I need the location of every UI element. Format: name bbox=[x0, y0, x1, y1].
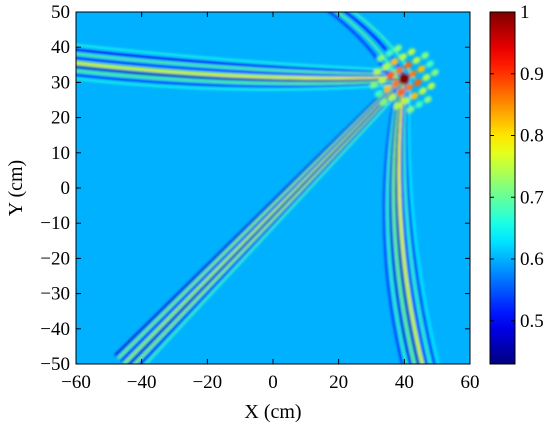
x-tick-label: −20 bbox=[192, 372, 222, 393]
y-tick-label: 30 bbox=[51, 72, 70, 93]
focus-lattice-spot bbox=[378, 76, 387, 84]
focus-lattice-spot bbox=[418, 87, 427, 95]
focus-lattice-spot bbox=[399, 53, 407, 61]
diagonal-band-stripe bbox=[114, 74, 403, 357]
upper-arc-stripe bbox=[76, 43, 405, 72]
focus-lattice-spot bbox=[430, 68, 439, 77]
heatmap-features bbox=[76, 12, 440, 364]
focus-lattice-spot bbox=[383, 85, 392, 93]
upper-arc-stripe bbox=[76, 69, 405, 85]
focus-lattice-spot bbox=[405, 83, 414, 92]
focus-lattice-spot bbox=[426, 60, 434, 68]
diagonal-band-stripe bbox=[144, 81, 410, 364]
diagonal-band-stripe bbox=[123, 77, 406, 364]
x-axis-title: X (cm) bbox=[244, 401, 301, 423]
upper-arc-stripe bbox=[76, 56, 405, 77]
right-arc-stripe bbox=[397, 72, 424, 364]
focus-lattice-spot bbox=[381, 63, 390, 71]
focus-spot bbox=[398, 73, 410, 85]
focus-lattice-spot bbox=[374, 90, 383, 98]
right-arc-stripe bbox=[386, 72, 408, 364]
diagonal-band-stripe bbox=[138, 80, 409, 364]
focus-lattice-spot bbox=[388, 93, 397, 101]
x-tick-label: −40 bbox=[127, 372, 157, 393]
focus-lattice-spot bbox=[376, 54, 385, 62]
right-arc-stripe bbox=[392, 72, 416, 364]
right-arc-stripe bbox=[395, 72, 420, 364]
focus-lattice-spot bbox=[369, 81, 378, 89]
colorbar-tick-label: 0.7 bbox=[520, 187, 544, 208]
y-tick-label: −30 bbox=[40, 284, 70, 305]
focus-lattice-spot bbox=[386, 71, 395, 79]
right-arc-stripe bbox=[403, 72, 432, 364]
x-tick-label: 20 bbox=[329, 372, 348, 393]
right-arc-stripe bbox=[400, 72, 428, 364]
y-tick-label: −10 bbox=[40, 213, 70, 234]
x-tick-label: 0 bbox=[268, 372, 278, 393]
y-axis-title: Y (cm) bbox=[5, 160, 27, 216]
focus-lattice-spot bbox=[395, 66, 404, 74]
colorbar-tick-label: 0.9 bbox=[520, 64, 544, 85]
upper-arc-stripe bbox=[76, 61, 405, 80]
focus-lattice-spot bbox=[417, 65, 426, 73]
focus-lattice-spot bbox=[415, 100, 424, 109]
y-tick-label: −40 bbox=[40, 319, 70, 340]
top-arc-stripe bbox=[351, 12, 416, 80]
y-tick-label: 20 bbox=[51, 108, 70, 129]
colorbar-ticks: 0.5 0.6 0.7 0.8 0.9 1 bbox=[490, 2, 544, 332]
focus-lattice-spot bbox=[427, 82, 436, 90]
focus-lattice-spot bbox=[393, 102, 402, 110]
focus-lattice-spot bbox=[410, 92, 419, 100]
y-tick-label: 0 bbox=[61, 178, 71, 199]
focus-lattice-spot bbox=[391, 80, 400, 88]
right-arc-stripe bbox=[389, 72, 412, 364]
upper-arc-stripe bbox=[76, 77, 405, 91]
focus-lattice-spot bbox=[406, 105, 415, 114]
x-tick-label: −60 bbox=[61, 372, 91, 393]
y-axis: −50 −40 −30 −20 −10 0 10 20 30 40 50 bbox=[40, 2, 470, 375]
focus-lattice-spot bbox=[407, 48, 416, 56]
focus-lattice-spot bbox=[422, 73, 431, 82]
diagonal-band-stripe bbox=[133, 79, 408, 364]
x-axis: −60 −40 −20 0 20 40 60 bbox=[61, 12, 480, 393]
x-tick-label: 60 bbox=[461, 372, 480, 393]
focus-lattice-spot bbox=[390, 58, 399, 66]
colorbar-bar bbox=[489, 11, 516, 365]
colorbar: 0.5 0.6 0.7 0.8 0.9 1 bbox=[489, 2, 544, 365]
colorbar-tick-label: 1 bbox=[520, 2, 530, 23]
focus-lattice-spot bbox=[421, 51, 430, 60]
upper-arc-stripe bbox=[76, 73, 405, 88]
right-arc-stripe bbox=[383, 72, 404, 364]
focus-lattice-spot bbox=[396, 88, 405, 96]
y-tick-label: 10 bbox=[51, 143, 70, 164]
y-tick-label: 50 bbox=[51, 2, 70, 23]
focus-lattice-spot bbox=[385, 49, 394, 57]
heatmap-plot bbox=[75, 11, 471, 365]
diagonal-band-stripe bbox=[120, 76, 405, 362]
y-tick-label: −20 bbox=[40, 248, 70, 269]
y-tick-label: 40 bbox=[51, 37, 70, 58]
x-tick-label: 40 bbox=[395, 372, 414, 393]
upper-arc-stripe bbox=[76, 48, 405, 74]
focus-lattice-spot bbox=[394, 44, 403, 52]
diagonal-band-stripe bbox=[127, 78, 407, 364]
focus-lattice-spot bbox=[373, 68, 382, 76]
upper-arc-stripe bbox=[76, 65, 405, 83]
focus-lattice-spot bbox=[408, 70, 417, 78]
upper-arc-stripe bbox=[76, 52, 405, 76]
colorbar-tick-label: 0.6 bbox=[520, 249, 544, 270]
y-tick-label: −50 bbox=[40, 354, 70, 375]
focus-lattice-spot bbox=[379, 98, 388, 106]
focus-lattice-spot bbox=[403, 61, 412, 69]
diagonal-band-stripe bbox=[117, 75, 404, 359]
colorbar-tick-label: 0.5 bbox=[520, 311, 544, 332]
colorbar-tick-label: 0.8 bbox=[520, 126, 544, 147]
focus-lattice-spot bbox=[413, 78, 422, 87]
focus-lattice-spot bbox=[401, 97, 410, 105]
focus-lattice-spot bbox=[423, 95, 432, 104]
focus-lattice-spot bbox=[412, 56, 421, 65]
